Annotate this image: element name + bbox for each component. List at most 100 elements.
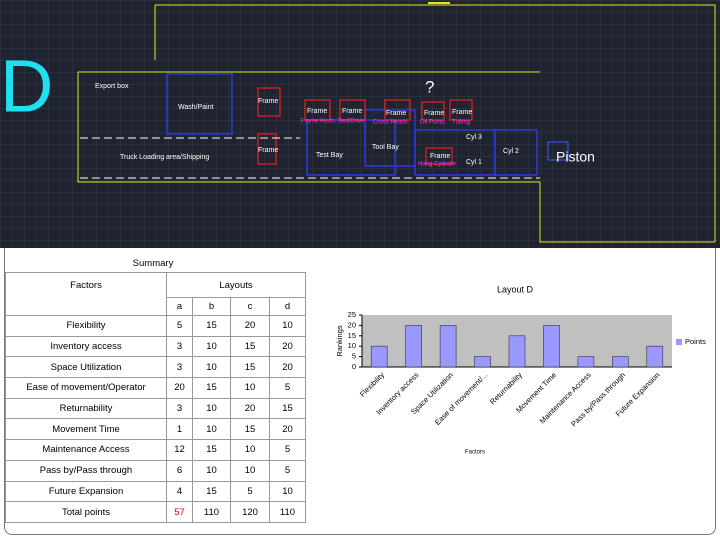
walls xyxy=(77,2,716,243)
score-cell: 15 xyxy=(192,377,231,399)
factor-cell: Future Expansion xyxy=(5,480,167,503)
header-cell: d xyxy=(269,297,306,316)
score-cell: 5 xyxy=(230,480,270,503)
score-cell: 5 xyxy=(269,439,306,461)
total-cell: 120 xyxy=(230,501,270,523)
factor-cell: Inventory access xyxy=(5,335,167,358)
score-cell: 10 xyxy=(230,459,270,482)
factor-cell: Space Utilization xyxy=(5,356,167,379)
score-cell: 4 xyxy=(166,480,193,503)
score-cell: 20 xyxy=(230,397,270,420)
score-cell: 20 xyxy=(166,377,193,399)
table-row: Maintenance Access 12 15 10 5 xyxy=(5,439,306,461)
header-cell: a xyxy=(166,297,193,316)
cad-label: Tubing xyxy=(452,120,470,126)
cad-label: Frame xyxy=(430,153,450,160)
table-row: Flexibility 5 15 20 10 xyxy=(5,315,306,337)
stations xyxy=(257,87,473,165)
layout-letter: D xyxy=(0,45,53,128)
score-cell: 20 xyxy=(269,418,306,441)
header-cell: Factors xyxy=(5,272,167,316)
score-cell: 20 xyxy=(269,335,306,358)
cad-label: Frame xyxy=(258,98,278,105)
factor-cell: Returnability xyxy=(5,397,167,420)
cad-label: Cross Heads xyxy=(373,120,408,126)
cad-label: Frame xyxy=(452,109,472,116)
score-cell: 3 xyxy=(166,397,193,420)
cad-label: Test Bay xyxy=(316,152,343,159)
score-cell: 10 xyxy=(269,480,306,503)
table-row: Returnability 3 10 20 15 xyxy=(5,397,306,420)
grid xyxy=(0,0,720,248)
total-cell: 57 xyxy=(166,501,193,523)
cad-label: Truck Loading area/Shipping xyxy=(120,154,209,161)
score-cell: 1 xyxy=(166,418,193,441)
table-row: Inventory access 3 10 15 20 xyxy=(5,335,306,358)
cad-label: Hang Cylinder xyxy=(418,162,456,168)
cad-label: Oil Pump xyxy=(420,120,445,126)
factor-cell: Maintenance Access xyxy=(5,439,167,461)
score-cell: 15 xyxy=(192,439,231,461)
header-cell: b xyxy=(192,297,231,316)
score-cell: 3 xyxy=(166,356,193,379)
cad-label: Cyl 3 xyxy=(466,134,482,141)
cad-drawing: D Export box Wash/Paint Frame Frame Fram… xyxy=(0,0,720,248)
header-cell: Layouts xyxy=(166,272,306,298)
cad-label: Frame xyxy=(386,110,406,117)
table-row: Movement Time 1 10 15 20 xyxy=(5,418,306,441)
score-cell: 6 xyxy=(166,459,193,482)
score-cell: 10 xyxy=(230,377,270,399)
cad-label: Wash/Paint xyxy=(178,104,214,111)
score-cell: 3 xyxy=(166,335,193,358)
summary-table: Factors Layouts a b c d Flexibility 5 15 20 10 Inve… xyxy=(5,272,306,523)
total-cell: 110 xyxy=(269,501,306,523)
score-cell: 15 xyxy=(192,315,231,337)
cad-label: Frame xyxy=(258,147,278,154)
score-cell: 10 xyxy=(192,459,231,482)
score-cell: 15 xyxy=(230,335,270,358)
areas xyxy=(166,73,538,176)
cad-label: Cyl 1 xyxy=(466,159,482,166)
table-row: Future Expansion 4 15 5 10 xyxy=(5,480,306,503)
score-cell: 15 xyxy=(230,356,270,379)
dashed-lines xyxy=(80,137,540,179)
score-cell: 10 xyxy=(230,439,270,461)
score-cell: 5 xyxy=(269,377,306,399)
factor-cell: Flexibility xyxy=(5,315,167,337)
score-cell: 10 xyxy=(192,335,231,358)
header-row: Factors Layouts xyxy=(5,272,306,316)
score-cell: 12 xyxy=(166,439,193,461)
score-cell: 5 xyxy=(269,459,306,482)
score-cell: 10 xyxy=(192,418,231,441)
cad-label: Tool Bay xyxy=(372,144,399,151)
score-cell: 20 xyxy=(269,356,306,379)
score-cell: 15 xyxy=(269,397,306,420)
cad-label: Export box xyxy=(95,83,129,90)
score-cell: 15 xyxy=(230,418,270,441)
table-title: Summary xyxy=(132,258,174,269)
cad-label: Cyl 2 xyxy=(503,148,519,155)
score-cell: 10 xyxy=(192,356,231,379)
cad-label: Bed/Drive xyxy=(338,119,365,125)
factor-cell: Pass by/Pass through xyxy=(5,459,167,482)
factor-cell: Ease of movement/Operator xyxy=(5,377,167,399)
table-row: Space Utilization 3 10 15 20 xyxy=(5,356,306,379)
cad-label: Frame xyxy=(307,108,327,115)
score-cell: 20 xyxy=(230,315,270,337)
table-row: Ease of movement/Operator 20 15 10 5 xyxy=(5,377,306,399)
cad-label: ? xyxy=(425,77,434,96)
cad-label: Frame Assm. xyxy=(301,119,337,125)
total-row: Total points 57 110 120 110 xyxy=(5,501,306,523)
cad-label: Frame xyxy=(424,110,444,117)
header-cell: c xyxy=(230,297,270,316)
cad-label: Piston xyxy=(556,149,595,165)
piston-icon xyxy=(547,141,569,161)
total-cell: 110 xyxy=(192,501,231,523)
score-cell: 15 xyxy=(192,480,231,503)
table-row: Pass by/Pass through 6 10 10 5 xyxy=(5,459,306,482)
factor-cell: Movement Time xyxy=(5,418,167,441)
total-label: Total points xyxy=(5,501,167,523)
score-cell: 5 xyxy=(166,315,193,337)
